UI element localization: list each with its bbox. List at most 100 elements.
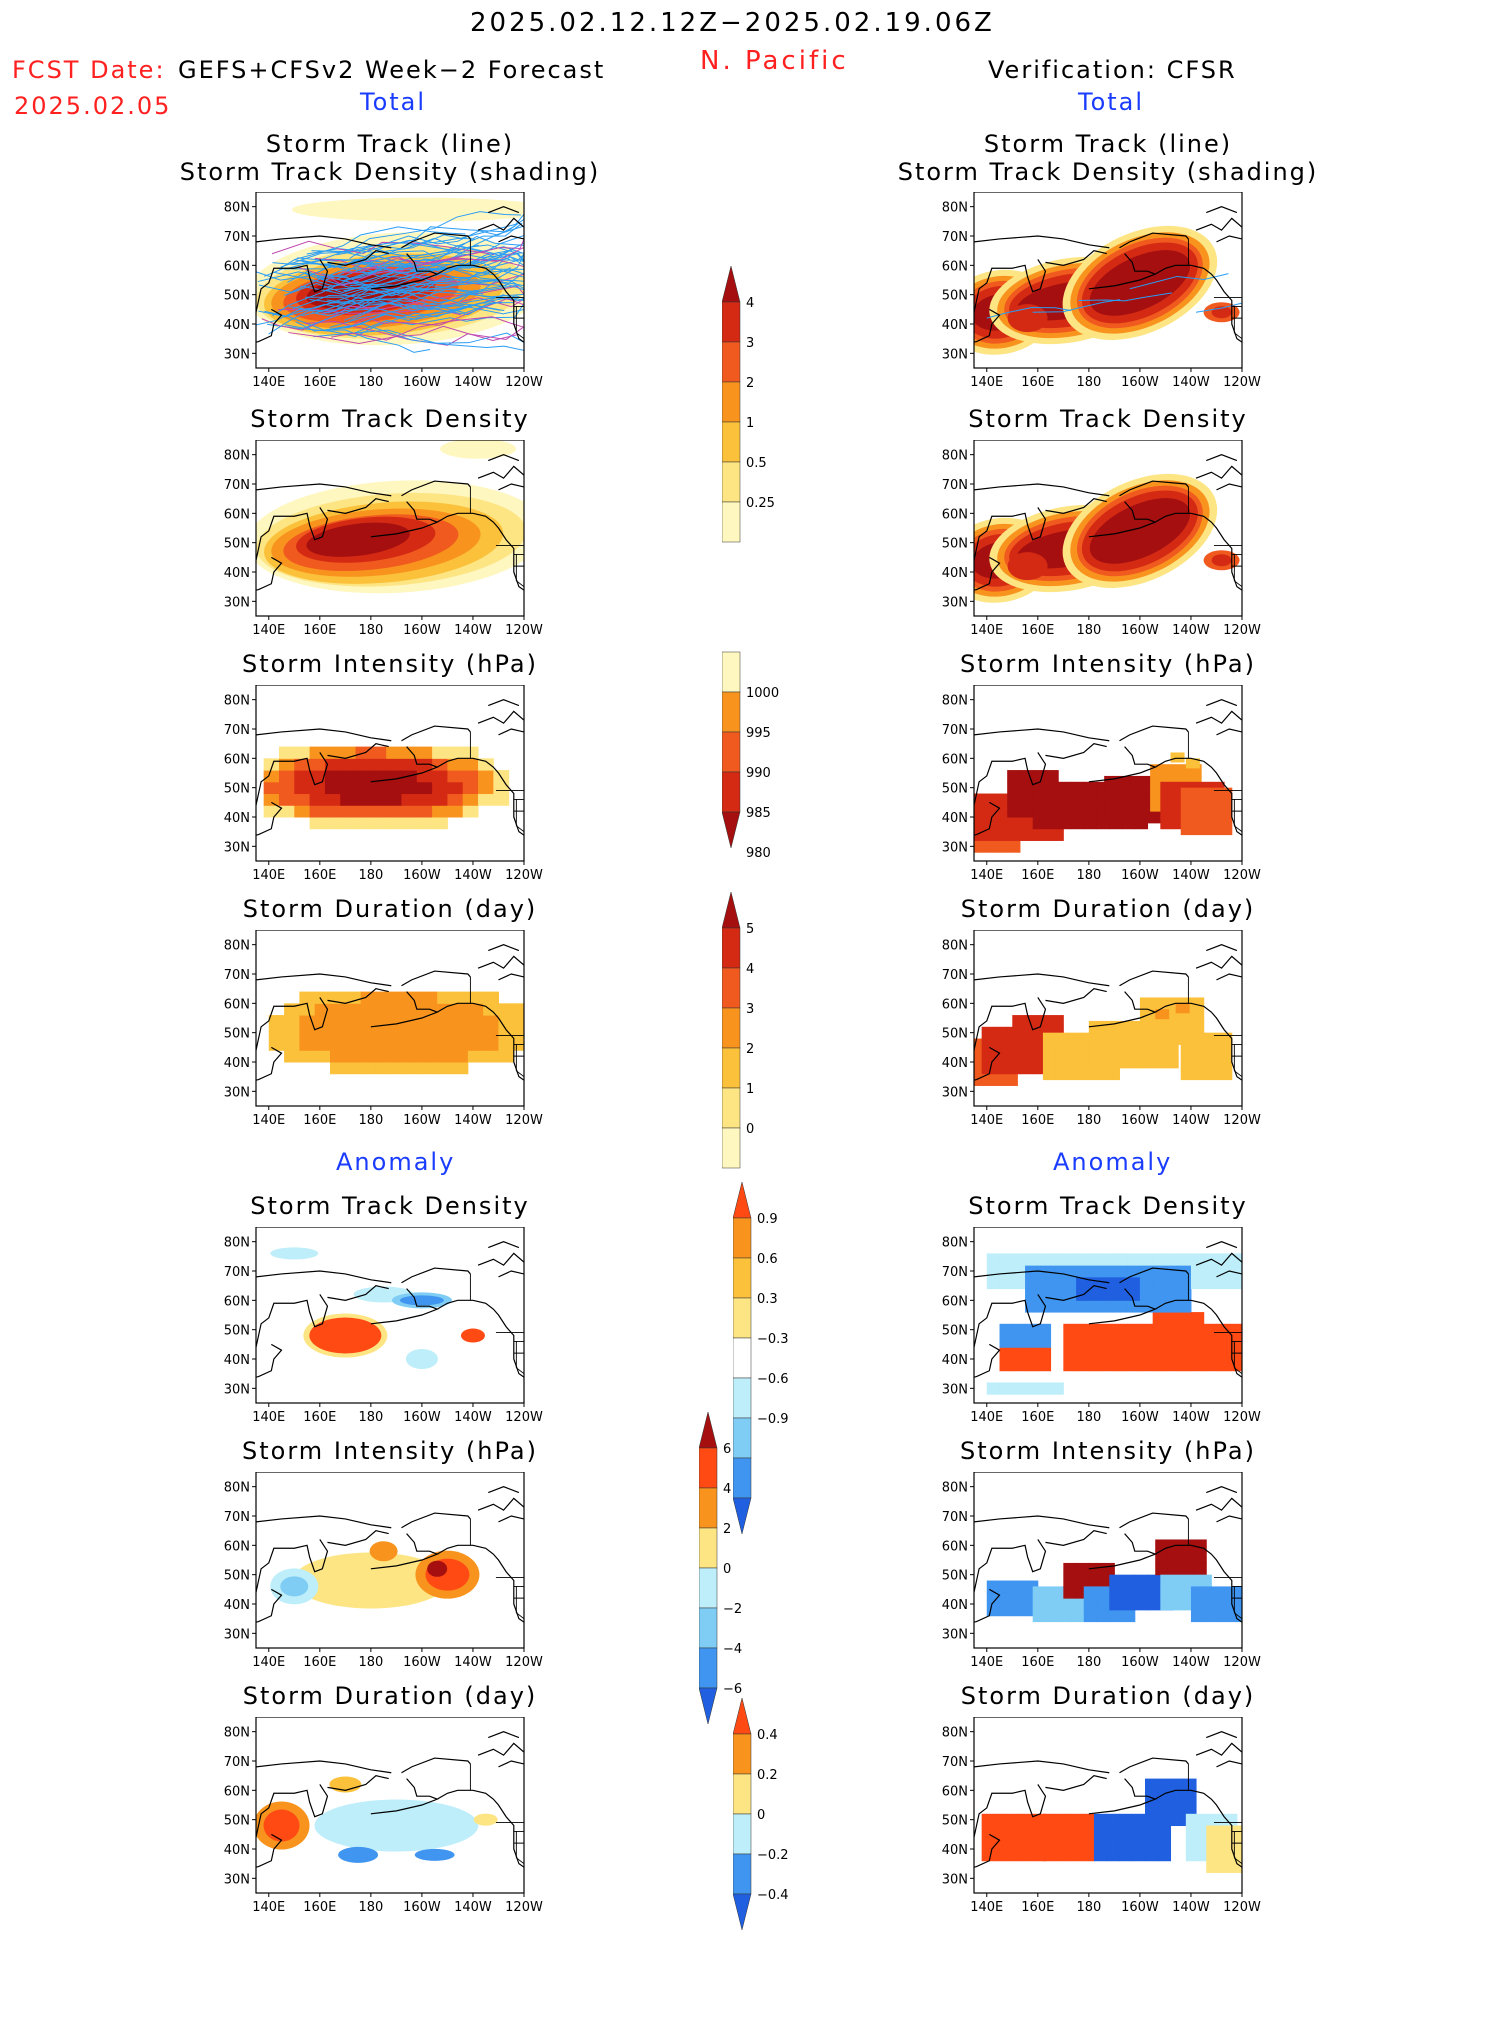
lat-tick-label: 30N [942, 1872, 968, 1887]
lat-tick-label: 60N [224, 752, 250, 767]
lon-tick-label: 120W [505, 1113, 543, 1128]
map-field [974, 225, 1242, 355]
lat-tick-label: 50N [224, 1027, 250, 1042]
colorbar-segment [721, 341, 741, 383]
lat-tick-label: 30N [224, 1382, 250, 1397]
colorbar-arrow [698, 1411, 718, 1449]
lon-tick-label: 140E [252, 1113, 285, 1128]
storm-track-line [317, 211, 521, 253]
storm-track-line [320, 285, 524, 315]
colorbar-svg: 5 4 3 2 1 0 [721, 891, 754, 1169]
storm-track-line [288, 296, 517, 314]
storm-track-line [264, 261, 512, 277]
lon-tick-label: 180 [358, 868, 383, 883]
panel-fcst-duration-anom: Storm Duration (day) 80N 70N 60N 50N 40N 30N 1… [170, 1682, 620, 1922]
lat-tick-label: 40N [942, 1598, 968, 1613]
period-title: 2025.02.12.12Z−2025.02.19.06Z [470, 8, 995, 38]
lon-tick-label: 180 [1076, 1410, 1101, 1425]
storm-track-line [341, 223, 524, 282]
lon-tick-label: 140W [1172, 1655, 1210, 1670]
colorbar-arrow [732, 1497, 752, 1535]
colorbar-segment [721, 461, 741, 503]
colorbar-segment [721, 1087, 741, 1129]
lon-tick-label: 180 [358, 1410, 383, 1425]
lon-tick-label: 140W [1172, 623, 1210, 638]
map-field [256, 440, 524, 594]
lat-tick-label: 50N [224, 1814, 250, 1829]
storm-track-line [341, 239, 524, 273]
colorbar-tick-label: 6 [723, 1442, 731, 1457]
colorbar-tick-label: 3 [746, 336, 754, 351]
lat-tick-label: 40N [224, 566, 250, 581]
storm-track-line [337, 235, 524, 266]
lat-tick-label: 70N [942, 968, 968, 983]
lat-tick-label: 70N [942, 1510, 968, 1525]
lat-tick-label: 60N [224, 507, 250, 522]
lat-tick-label: 70N [224, 1265, 250, 1280]
lon-tick-label: 160E [303, 1113, 336, 1128]
colorbar-density-total: 4 3 2 1 0.5 0.25 [721, 262, 802, 602]
lat-tick-label: 30N [942, 1382, 968, 1397]
colorbar-tick-label: 4 [746, 962, 754, 977]
lon-tick-label: 160W [1121, 868, 1159, 883]
colorbar-tick-label: 0 [723, 1562, 731, 1577]
colorbar-tick-label: 990 [746, 766, 771, 781]
lat-tick-label: 80N [224, 201, 250, 216]
colorbar-segment [721, 421, 741, 463]
colorbar-tick-label: 0.25 [746, 496, 775, 511]
coastline [256, 1731, 524, 1868]
section-anomaly-left: Anomaly [336, 1148, 456, 1176]
storm-track-line [295, 302, 514, 332]
colorbar-tick-label: 0.9 [757, 1212, 778, 1227]
lat-tick-label: 30N [224, 595, 250, 610]
lat-tick-label: 60N [942, 1784, 968, 1799]
lat-tick-label: 30N [224, 1872, 250, 1887]
lat-tick-label: 80N [942, 1481, 968, 1496]
lon-tick-label: 140E [252, 868, 285, 883]
panel-verif-intensity: Storm Intensity (hPa) 80N 70N 60N 50N 40N 30N… [888, 650, 1338, 885]
colorbar-segment [721, 381, 741, 423]
lat-tick-label: 70N [224, 230, 250, 245]
lon-tick-label: 160E [1021, 623, 1054, 638]
lon-tick-label: 140W [454, 1655, 492, 1670]
storm-track-line [1078, 292, 1173, 302]
lon-tick-label: 180 [1076, 1113, 1101, 1128]
panel-title: Storm Intensity (hPa) [960, 650, 1256, 678]
colorbar-segment [721, 927, 741, 969]
lon-tick-label: 140E [970, 1410, 1003, 1425]
colorbar-tick-label: −0.9 [757, 1412, 789, 1427]
map-field [268, 991, 524, 1075]
colorbar-segment [732, 1733, 752, 1775]
region-title: N. Pacific [700, 46, 849, 76]
lat-tick-label: 50N [942, 1814, 968, 1829]
lon-tick-label: 160W [1121, 1900, 1159, 1915]
lat-tick-label: 80N [942, 1726, 968, 1741]
lon-tick-label: 120W [505, 375, 543, 390]
colorbar-tick-label: 1 [746, 416, 754, 431]
colorbar-density-anom: 0.9 0.6 0.3 −0.3 −0.6 −0.9 [732, 1178, 813, 1634]
colorbar-segment [721, 771, 741, 813]
colorbar-segment [698, 1447, 718, 1489]
storm-track-line [311, 300, 500, 316]
verification-label: Verification: CFSR [988, 56, 1237, 84]
lat-tick-label: 30N [224, 1085, 250, 1100]
colorbar-tick-label: 4 [746, 296, 754, 311]
lat-tick-label: 60N [224, 997, 250, 1012]
lon-tick-label: 160E [303, 375, 336, 390]
lon-tick-label: 140E [970, 1113, 1003, 1128]
coastline [256, 944, 524, 1081]
lat-tick-label: 50N [224, 537, 250, 552]
lon-tick-label: 180 [358, 623, 383, 638]
lon-tick-label: 180 [358, 1900, 383, 1915]
lon-tick-label: 160W [1121, 1113, 1159, 1128]
colorbar-tick-label: 1000 [746, 686, 779, 701]
model-label: GEFS+CFSv2 Week−2 Forecast [178, 56, 606, 84]
lat-tick-label: 40N [942, 566, 968, 581]
lat-tick-label: 70N [942, 230, 968, 245]
colorbar-segment [721, 301, 741, 343]
map-field [256, 197, 524, 358]
lon-tick-label: 160E [1021, 1655, 1054, 1670]
lat-tick-label: 80N [224, 1236, 250, 1251]
